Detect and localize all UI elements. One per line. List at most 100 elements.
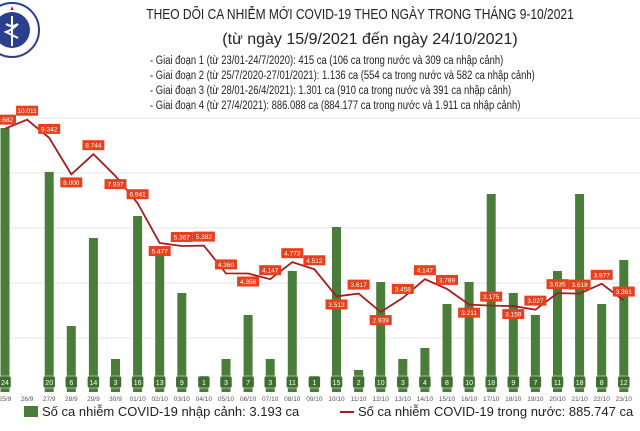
bar-label: 8 (445, 380, 449, 387)
bar-label: 3 (268, 380, 272, 387)
line-label: 8.000 (63, 180, 80, 187)
line-label-box (170, 232, 193, 243)
bar-label-box (131, 375, 144, 389)
x-tick-label: 25/9 (0, 396, 12, 403)
line-label-box (413, 265, 436, 276)
bar (332, 227, 341, 392)
line-label: 7.937 (107, 182, 124, 189)
line-label: 4.356 (240, 279, 257, 286)
bar-label: 10 (465, 380, 473, 387)
bar-label: 14 (90, 380, 98, 387)
line-label: 3.175 (483, 294, 500, 301)
bar-label: 11 (554, 380, 561, 387)
bar (66, 326, 76, 392)
bar (155, 249, 165, 392)
line-label-box (0, 114, 16, 125)
line-label: 3.977 (594, 272, 611, 279)
x-tick-label: 06/10 (240, 396, 257, 403)
bar (553, 271, 562, 392)
line-label: 4.360 (218, 262, 235, 269)
bar-label: 7 (246, 380, 250, 387)
bar (376, 282, 386, 392)
bar-label-box (551, 375, 564, 389)
line-label-box (215, 259, 237, 270)
legend-swatch-line (340, 410, 354, 413)
bar-label: 1 (312, 380, 316, 387)
bar-label-box (197, 375, 211, 389)
legend-item-imported: Số ca nhiễm COVID-19 nhập cảnh: 3.193 ca (24, 404, 299, 419)
bar-label: 3 (401, 380, 405, 387)
bar (177, 293, 187, 392)
bar (221, 359, 231, 392)
chart-title: THEO DÕI CA NHIỄM MỚI COVID-19 THEO NGÀY… (146, 6, 574, 23)
bar-label-box (507, 375, 520, 389)
bar-label-box (87, 375, 100, 389)
line-label-box (104, 179, 127, 190)
x-tick-label: 29/9 (87, 396, 100, 403)
bar-label: 2 (357, 380, 361, 387)
line-label: 3.361 (616, 289, 633, 296)
domestic-line (4, 118, 625, 314)
bar (597, 304, 607, 392)
x-tick-label: 12/10 (373, 396, 390, 403)
bar-label-box (42, 375, 56, 389)
bar-label: 6 (69, 380, 73, 387)
bar (287, 271, 297, 392)
line-label-box (60, 177, 83, 188)
legend-swatch-bar (24, 406, 38, 417)
bar-label: 4 (423, 380, 427, 387)
bar-label-box (219, 375, 233, 389)
line-label-box (16, 105, 39, 116)
bar (243, 315, 253, 392)
bar-label-box (0, 375, 12, 389)
bar-label-box (153, 375, 166, 389)
bar (111, 359, 120, 392)
bar-label-box (65, 375, 78, 389)
bar-label-box (462, 375, 476, 389)
bar-label: 1 (202, 380, 206, 387)
line-label: 10.011 (17, 108, 37, 115)
line-label: 3.635 (549, 282, 566, 289)
line-label-box (612, 286, 635, 297)
ministry-of-health-logo (0, 2, 40, 58)
line-label-box (303, 255, 326, 266)
bar-label-box (418, 375, 432, 389)
line-label: 3.159 (505, 312, 522, 319)
bar (619, 260, 629, 392)
bar-label: 9 (511, 380, 515, 387)
line-label-box (192, 231, 215, 242)
line-label-box (347, 279, 370, 290)
line-label: 3.617 (350, 282, 367, 289)
bar-label-box (595, 375, 608, 389)
x-tick-label: 30/9 (109, 396, 122, 403)
line-label-box (325, 299, 348, 310)
x-tick-label: 13/10 (395, 396, 412, 403)
line-label-box (82, 140, 105, 151)
bar-label: 12 (620, 380, 628, 387)
line-label: 3.618 (571, 282, 588, 289)
line-label-box (546, 279, 569, 290)
line-label: 8.744 (85, 143, 102, 150)
bar-label: 9 (180, 380, 184, 387)
line-label-box (259, 265, 282, 276)
line-label: 2.939 (373, 318, 390, 325)
x-tick-label: 10/10 (328, 396, 345, 403)
x-tick-label: 02/10 (152, 396, 169, 403)
bar-label: 3 (224, 380, 228, 387)
bar-label: 18 (487, 380, 495, 387)
line-label: 9.682 (0, 117, 14, 124)
x-tick-label: 01/10 (129, 396, 146, 403)
x-tick-label: 05/10 (218, 396, 235, 403)
x-tick-label: 26/9 (21, 396, 34, 403)
line-label: 3.513 (328, 302, 345, 309)
phase-item: - Giai đoạn 4 (từ 27/4/2021): 886.088 ca… (150, 100, 521, 112)
line-label-box (502, 309, 525, 320)
line-label-box (480, 291, 503, 302)
bar-label: 20 (45, 380, 53, 387)
bar-label-box (529, 375, 542, 389)
bar (88, 238, 98, 392)
line-label-box (524, 295, 547, 306)
bar-label-box (573, 375, 586, 389)
bar-label-box (352, 375, 365, 389)
line-label: 3.211 (461, 310, 477, 317)
